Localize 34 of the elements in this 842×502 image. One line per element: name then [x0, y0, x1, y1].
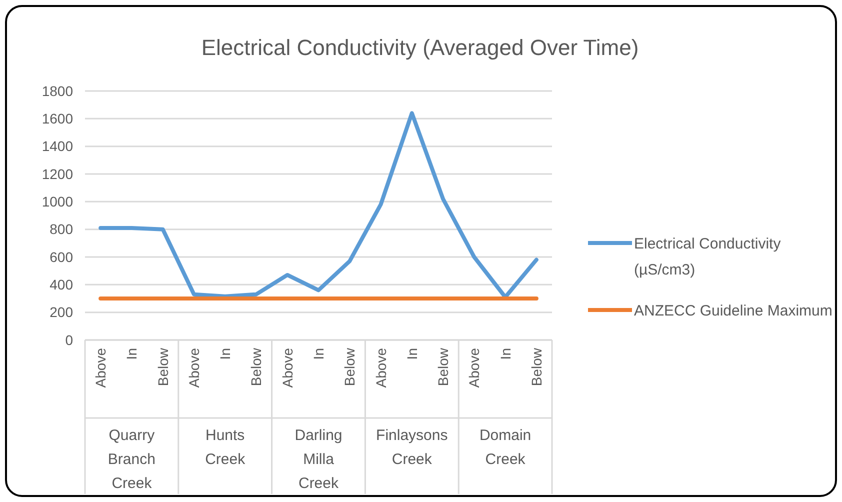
- y-tick-label: 0: [65, 332, 74, 348]
- x-tick-label: Below: [248, 347, 264, 386]
- text: Darling Milla Creek: [294, 427, 342, 492]
- x-tick-label: Above: [92, 348, 109, 388]
- text: Hunts Creek: [205, 427, 246, 468]
- x-tick-label: Below: [435, 347, 452, 386]
- x-tick-label: In: [124, 348, 140, 360]
- y-tick-label: 400: [50, 276, 74, 293]
- y-tick-label: 1400: [42, 138, 74, 154]
- x-tick-label: Above: [186, 348, 202, 388]
- y-tick-label: 1200: [42, 166, 74, 182]
- y-tick-label: 1000: [42, 194, 74, 210]
- legend-label: Electrical Conductivity (µS/cm3): [634, 235, 782, 278]
- chart-title: Electrical Conductivity (Averaged Over Time): [201, 35, 639, 60]
- x-tick-label: In: [310, 348, 326, 360]
- text: Finlaysons Creek: [376, 427, 448, 468]
- x-tick-label: Below: [342, 347, 358, 386]
- legend-label: ANZECC Guideline Maximum: [634, 302, 832, 320]
- y-tick-label: 600: [50, 248, 74, 265]
- x-tick-label: Above: [466, 348, 482, 388]
- y-tick-label: 1800: [42, 82, 74, 99]
- x-tick-label: In: [404, 348, 420, 360]
- x-tick-label: Below: [154, 347, 171, 386]
- y-tick-label: 200: [50, 304, 74, 320]
- line-series: [98, 111, 538, 300]
- text: Domain Creek: [479, 427, 532, 468]
- y-tick-label: 1600: [42, 110, 74, 127]
- x-tick-label: Above: [372, 348, 389, 388]
- x-tick-label: Above: [279, 348, 296, 388]
- x-tick-label: Below: [528, 347, 544, 386]
- x-tick-label: In: [497, 348, 514, 360]
- text: Quarry Branch Creek: [108, 427, 156, 492]
- y-tick-label: 800: [50, 221, 74, 238]
- x-tick-label: In: [217, 348, 234, 360]
